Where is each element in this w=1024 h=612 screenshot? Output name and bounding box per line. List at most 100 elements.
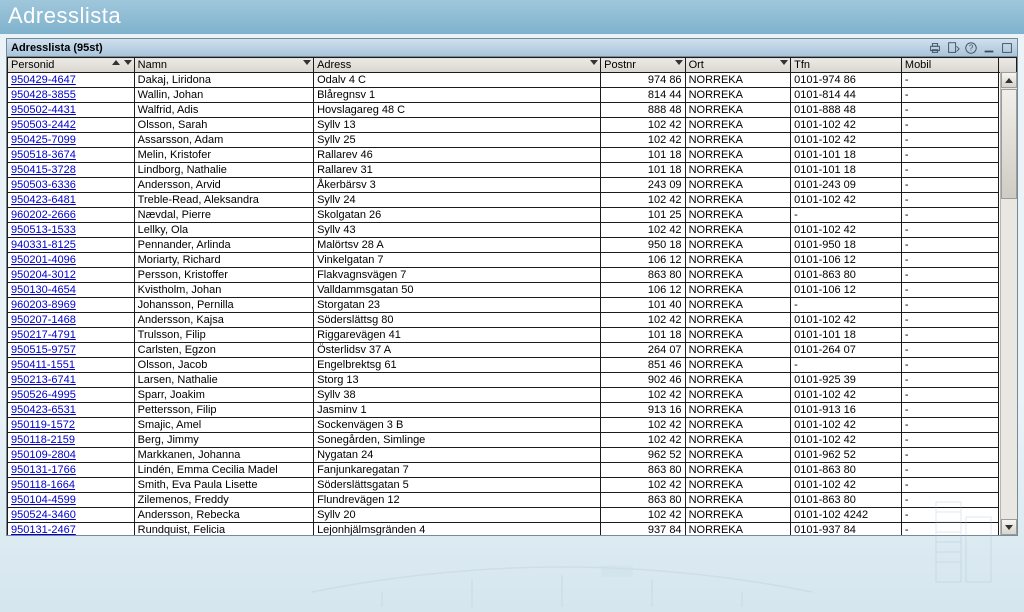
cell-personid[interactable]: 950131-2467 — [8, 523, 135, 536]
table-row[interactable]: 950526-4995Sparr, JoakimSyllv 38102 42NO… — [8, 388, 1017, 403]
scroll-up-button[interactable] — [1001, 72, 1017, 88]
cell-personid[interactable]: 950204-3012 — [8, 268, 135, 283]
cell-personid[interactable]: 950130-4654 — [8, 283, 135, 298]
col-header-label: Tfn — [794, 59, 810, 71]
cell-personid[interactable]: 940331-8125 — [8, 238, 135, 253]
export-icon[interactable] — [945, 41, 961, 55]
cell-mobil: - — [901, 163, 998, 178]
cell-personid[interactable]: 950109-2804 — [8, 448, 135, 463]
col-header-postnr[interactable]: Postnr — [601, 58, 685, 73]
table-row[interactable]: 940331-8125Pennander, ArlindaMalörtsv 28… — [8, 238, 1017, 253]
filter-dropdown-icon[interactable] — [675, 60, 683, 65]
filter-dropdown-icon[interactable] — [780, 60, 788, 65]
cell-personid[interactable]: 950423-6481 — [8, 193, 135, 208]
cell-ort: NORREKA — [685, 193, 791, 208]
table-row[interactable]: 960203-8969Johansson, PernillaStorgatan … — [8, 298, 1017, 313]
cell-personid[interactable]: 950213-6741 — [8, 373, 135, 388]
table-row[interactable]: 950515-9757Carlsten, EgzonÖsterlidsv 37 … — [8, 343, 1017, 358]
cell-personid[interactable]: 950502-4431 — [8, 103, 135, 118]
col-header-personid[interactable]: Personid — [8, 58, 135, 73]
maximize-icon[interactable] — [999, 41, 1015, 55]
table-row[interactable]: 950518-3674Melin, KristoferRallarev 4610… — [8, 148, 1017, 163]
table-row[interactable]: 950524-3460Andersson, RebeckaSyllv 20102… — [8, 508, 1017, 523]
cell-mobil: - — [901, 133, 998, 148]
table-row[interactable]: 950204-3012Persson, KristofferFlakvagnsv… — [8, 268, 1017, 283]
filter-dropdown-icon[interactable] — [124, 60, 132, 65]
scroll-down-button[interactable] — [1001, 519, 1017, 535]
col-header-namn[interactable]: Namn — [134, 58, 313, 73]
table-row[interactable]: 950104-4599Zilemenos, FreddyFlundrevägen… — [8, 493, 1017, 508]
cell-personid[interactable]: 960203-8969 — [8, 298, 135, 313]
table-row[interactable]: 950423-6531Pettersson, FilipJasminv 1913… — [8, 403, 1017, 418]
cell-namn: Lindén, Emma Cecilia Madel — [134, 463, 313, 478]
cell-personid[interactable]: 950415-3728 — [8, 163, 135, 178]
col-header-tfn[interactable]: Tfn — [791, 58, 902, 73]
table-row[interactable]: 950217-4791Trulsson, FilipRiggarevägen 4… — [8, 328, 1017, 343]
cell-ort: NORREKA — [685, 343, 791, 358]
col-header-mobil[interactable]: Mobil — [901, 58, 998, 73]
help-icon[interactable]: ? — [963, 41, 979, 55]
cell-personid[interactable]: 950201-4096 — [8, 253, 135, 268]
table-row[interactable]: 950503-2442Olsson, SarahSyllv 13102 42NO… — [8, 118, 1017, 133]
table-row[interactable]: 950428-3855Wallin, JohanBlåregnsv 1814 4… — [8, 88, 1017, 103]
col-header-adress[interactable]: Adress — [314, 58, 601, 73]
cell-adress: Sonegården, Simlinge — [314, 433, 601, 448]
cell-personid[interactable]: 950429-4647 — [8, 73, 135, 88]
table-row[interactable]: 950423-6481Treble-Read, AleksandraSyllv … — [8, 193, 1017, 208]
cell-adress: Rallarev 31 — [314, 163, 601, 178]
cell-mobil: - — [901, 178, 998, 193]
table-row[interactable]: 950411-1551Olsson, JacobEngelbrektsg 618… — [8, 358, 1017, 373]
cell-personid[interactable]: 950423-6531 — [8, 403, 135, 418]
cell-personid[interactable]: 950104-4599 — [8, 493, 135, 508]
table-row[interactable]: 950131-2467Rundquist, FeliciaLejonhjälms… — [8, 523, 1017, 536]
cell-personid[interactable]: 950518-3674 — [8, 148, 135, 163]
cell-adress: Åkerbärsv 3 — [314, 178, 601, 193]
filter-dropdown-icon[interactable] — [590, 60, 598, 65]
cell-personid[interactable]: 950526-4995 — [8, 388, 135, 403]
cell-adress: Söderslättsgatan 5 — [314, 478, 601, 493]
cell-personid[interactable]: 950411-1551 — [8, 358, 135, 373]
table-row[interactable]: 950207-1468Andersson, KajsaSöderslättsg … — [8, 313, 1017, 328]
cell-personid[interactable]: 950503-2442 — [8, 118, 135, 133]
cell-personid[interactable]: 950217-4791 — [8, 328, 135, 343]
table-row[interactable]: 960202-2666Nævdal, PierreSkolgatan 26101… — [8, 208, 1017, 223]
filter-dropdown-icon[interactable] — [303, 60, 311, 65]
table-row[interactable]: 950213-6741Larsen, NathalieStorg 13902 4… — [8, 373, 1017, 388]
cell-personid[interactable]: 950207-1468 — [8, 313, 135, 328]
vertical-scrollbar[interactable] — [1000, 72, 1017, 535]
table-row[interactable]: 950201-4096Moriarty, RichardVinkelgatan … — [8, 253, 1017, 268]
table-row[interactable]: 950118-2159Berg, JimmySonegården, Simlin… — [8, 433, 1017, 448]
cell-adress: Vinkelgatan 7 — [314, 253, 601, 268]
cell-personid[interactable]: 950428-3855 — [8, 88, 135, 103]
cell-personid[interactable]: 950503-6336 — [8, 178, 135, 193]
col-header-ort[interactable]: Ort — [685, 58, 791, 73]
cell-personid[interactable]: 960202-2666 — [8, 208, 135, 223]
table-row[interactable]: 950118-1664Smith, Eva Paula LisetteSöder… — [8, 478, 1017, 493]
table-row[interactable]: 950119-1572Smajic, AmelSockenvägen 3 B10… — [8, 418, 1017, 433]
table-row[interactable]: 950502-4431Walfrid, AdisHovslagareg 48 C… — [8, 103, 1017, 118]
table-row[interactable]: 950109-2804Markkanen, JohannaNygatan 249… — [8, 448, 1017, 463]
table-row[interactable]: 950130-4654Kvistholm, JohanValldammsgata… — [8, 283, 1017, 298]
cell-personid[interactable]: 950425-7099 — [8, 133, 135, 148]
cell-personid[interactable]: 950524-3460 — [8, 508, 135, 523]
cell-personid[interactable]: 950131-1766 — [8, 463, 135, 478]
scroll-thumb[interactable] — [1001, 89, 1017, 199]
cell-adress: Syllv 13 — [314, 118, 601, 133]
minimize-icon[interactable] — [981, 41, 997, 55]
cell-ort: NORREKA — [685, 253, 791, 268]
cell-personid[interactable]: 950513-1533 — [8, 223, 135, 238]
cell-personid[interactable]: 950118-1664 — [8, 478, 135, 493]
cell-postnr: 101 18 — [601, 163, 685, 178]
table-row[interactable]: 950415-3728Lindborg, NathalieRallarev 31… — [8, 163, 1017, 178]
table-row[interactable]: 950429-4647Dakaj, LiridonaOdalv 4 C974 8… — [8, 73, 1017, 88]
print-icon[interactable] — [927, 41, 943, 55]
table-row[interactable]: 950513-1533Lellky, OlaSyllv 43102 42NORR… — [8, 223, 1017, 238]
cell-tfn: 0101-863 80 — [791, 268, 902, 283]
table-row[interactable]: 950503-6336Andersson, ArvidÅkerbärsv 324… — [8, 178, 1017, 193]
cell-adress: Hovslagareg 48 C — [314, 103, 601, 118]
table-row[interactable]: 950425-7099Assarsson, AdamSyllv 25102 42… — [8, 133, 1017, 148]
cell-personid[interactable]: 950119-1572 — [8, 418, 135, 433]
table-row[interactable]: 950131-1766Lindén, Emma Cecilia MadelFan… — [8, 463, 1017, 478]
cell-personid[interactable]: 950118-2159 — [8, 433, 135, 448]
cell-personid[interactable]: 950515-9757 — [8, 343, 135, 358]
